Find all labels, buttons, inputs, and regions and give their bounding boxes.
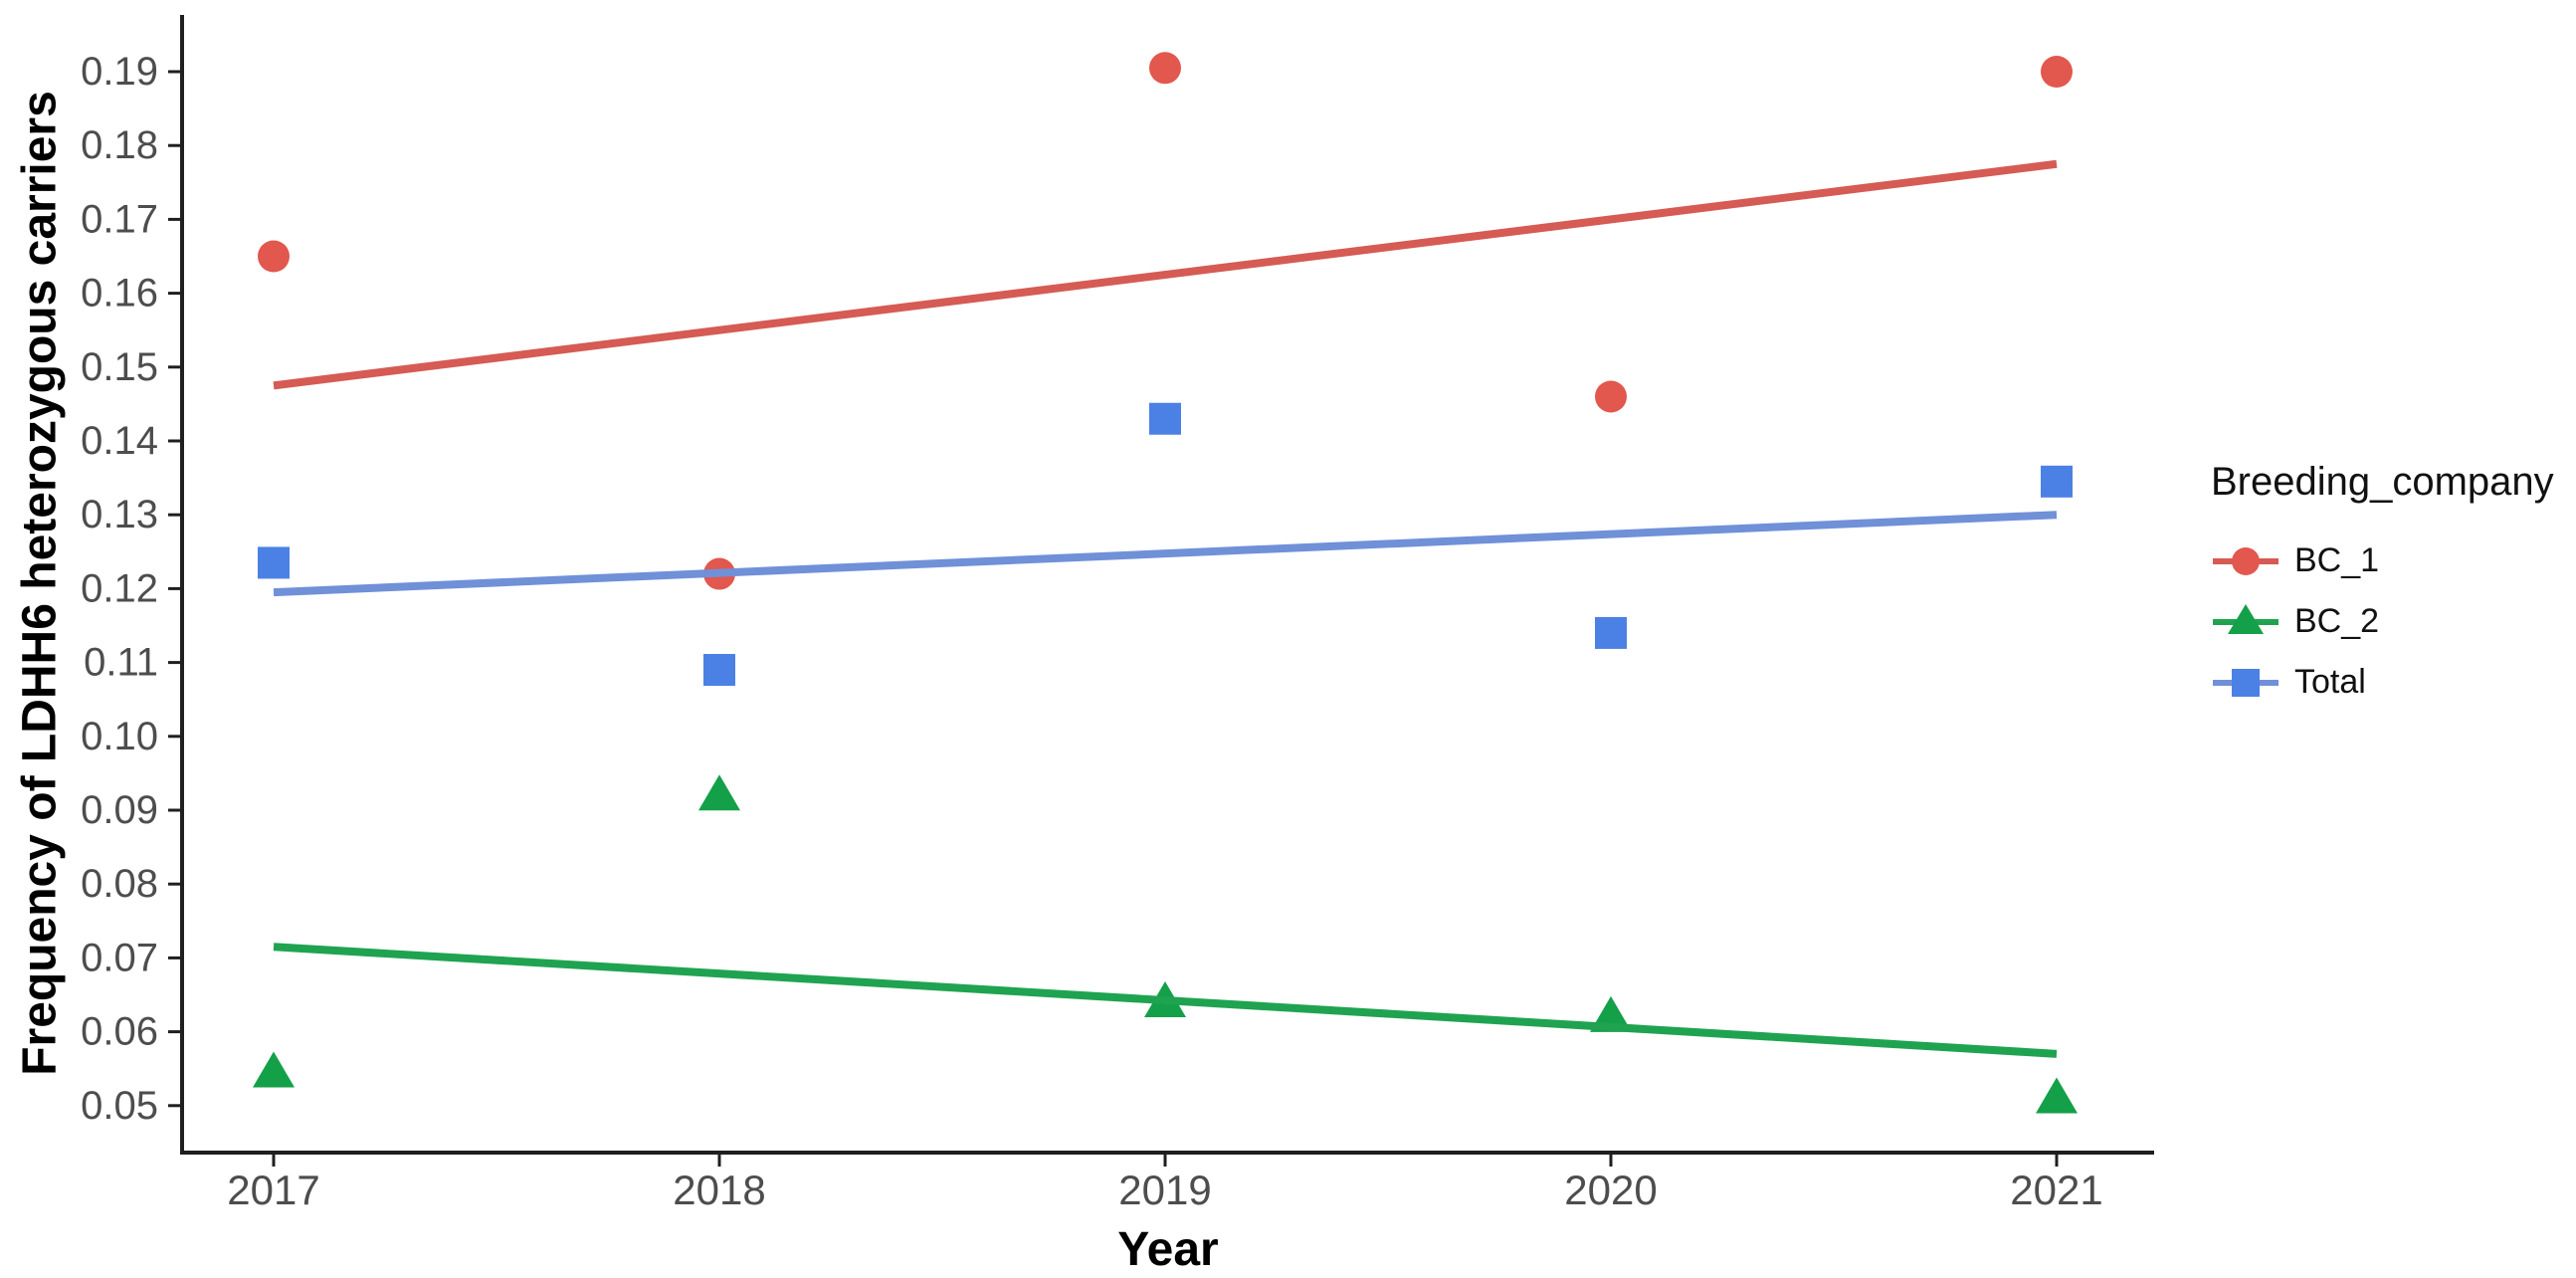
circle-legend-key-icon xyxy=(2213,546,2279,575)
legend-label: Total xyxy=(2294,663,2366,701)
y-axis-title: Frequency of LDHH6 heterozygous carriers xyxy=(13,91,67,1076)
x-tick-label: 2017 xyxy=(227,1167,319,1213)
legend-label: BC_1 xyxy=(2294,541,2380,579)
legend: Breeding_company BC_1 BC_2 Total xyxy=(2211,460,2554,713)
data-point-triangle xyxy=(253,1051,295,1088)
data-point-square xyxy=(1595,616,1627,649)
data-point-square xyxy=(2041,465,2073,498)
legend-item-BC_2: BC_2 xyxy=(2211,591,2554,652)
trend-line-Total xyxy=(273,511,2058,597)
y-tick-label: 0.06 xyxy=(81,1010,158,1054)
trend-line-BC_1 xyxy=(273,159,2058,390)
data-point-circle xyxy=(258,240,290,273)
data-point-circle xyxy=(2041,56,2073,88)
data-point-circle xyxy=(1595,380,1627,413)
y-tick-label: 0.07 xyxy=(81,936,158,979)
y-tick-label: 0.13 xyxy=(81,493,158,536)
y-tick-label: 0.19 xyxy=(81,50,158,94)
y-tick-label: 0.10 xyxy=(81,715,158,758)
data-point-square xyxy=(258,546,290,579)
legend-item-Total: Total xyxy=(2211,652,2554,713)
y-tick-label: 0.18 xyxy=(81,123,158,167)
x-tick-label: 2019 xyxy=(1118,1167,1211,1213)
legend-label: BC_2 xyxy=(2294,602,2380,640)
x-tick-label: 2018 xyxy=(673,1167,765,1213)
data-point-triangle xyxy=(698,774,740,811)
y-tick-label: 0.12 xyxy=(81,566,158,610)
y-tick-label: 0.16 xyxy=(81,272,158,316)
data-point-square xyxy=(1149,402,1181,435)
trend-line-BC_2 xyxy=(273,943,2058,1058)
y-tick-label: 0.09 xyxy=(81,788,158,832)
y-tick-label: 0.11 xyxy=(84,641,158,685)
x-tick-label: 2021 xyxy=(2010,1167,2102,1213)
legend-title: Breeding_company xyxy=(2211,460,2554,504)
y-tick-label: 0.08 xyxy=(81,862,158,906)
y-tick-label: 0.05 xyxy=(81,1084,158,1128)
y-tick-label: 0.14 xyxy=(81,419,158,463)
legend-item-BC_1: BC_1 xyxy=(2211,531,2554,591)
x-tick-label: 2020 xyxy=(1564,1167,1657,1213)
data-point-square xyxy=(703,654,735,687)
y-tick-label: 0.15 xyxy=(81,345,158,389)
data-point-triangle xyxy=(2036,1077,2078,1114)
legend-items: BC_1 BC_2 Total xyxy=(2211,531,2554,713)
x-axis-title: Year xyxy=(1117,1223,1219,1276)
triangle-legend-key-icon xyxy=(2213,603,2279,634)
square-legend-key-icon xyxy=(2213,668,2279,697)
y-tick-label: 0.17 xyxy=(81,197,158,241)
data-point-circle xyxy=(1149,52,1181,85)
